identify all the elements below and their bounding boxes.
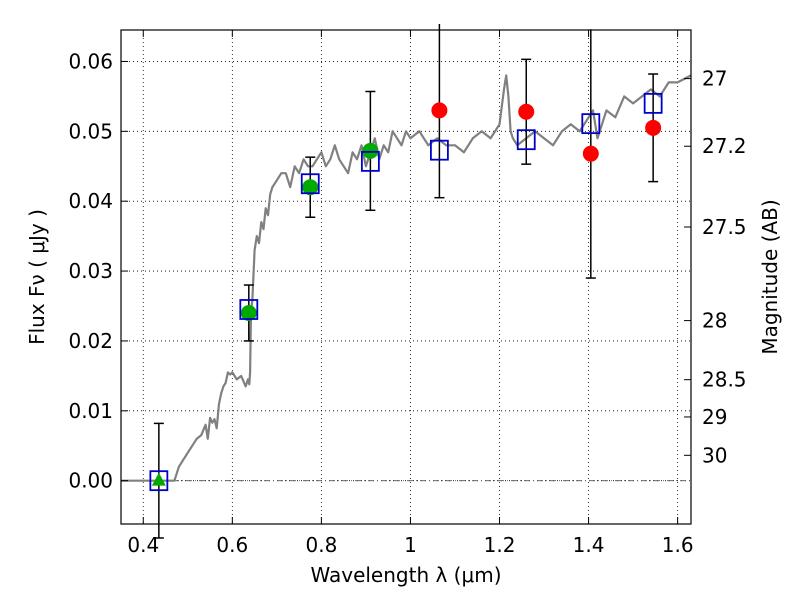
red-data-point: [518, 103, 535, 120]
data-markers: [149, 92, 663, 492]
model-square: [239, 299, 259, 320]
y-tick-label: 0.00: [68, 469, 113, 493]
y2-axis-title: Magnitude (AB): [758, 199, 782, 354]
y2-tick-label: 28: [702, 309, 727, 333]
x-tick-label: 0.6: [216, 533, 248, 557]
x-tick-label: 1.4: [573, 533, 605, 557]
y2-tick-label: 28.5: [702, 368, 747, 392]
y2-tick-label: 27.5: [702, 215, 747, 239]
y-tick-label: 0.03: [68, 259, 113, 283]
y2-tick-label: 27: [702, 67, 727, 91]
error-bars: [153, 24, 659, 539]
y-axis-title: Flux Fν ( μJy ): [25, 209, 49, 345]
y-tick-label: 0.01: [68, 399, 113, 423]
y-tick-label: 0.02: [68, 329, 113, 353]
x-tick-label: 1.2: [484, 533, 516, 557]
model-square: [429, 139, 449, 161]
x-tick-label: 0.4: [127, 533, 159, 557]
y-tick-label: 0.06: [68, 49, 113, 73]
plot-frame: [120, 29, 692, 525]
y-tick-label: 0.04: [68, 189, 113, 213]
axis-ticks: 0.4 0.6 0.8 1 1.2 1.4 1.6 0.00 0.01 0.02 0.03 0.04 0…: [68, 30, 747, 557]
x-tick-label: 0.8: [305, 533, 337, 557]
y2-tick-label: 30: [702, 443, 727, 467]
red-data-point: [431, 102, 448, 119]
detection-point: [362, 142, 379, 159]
x-axis-title: Wavelength λ (μm): [310, 563, 501, 587]
model-square: [643, 92, 663, 114]
model-square: [360, 150, 380, 172]
y2-tick-label: 27.2: [702, 134, 747, 158]
x-tick-label: 1: [404, 533, 417, 557]
detection-point: [302, 179, 319, 196]
detection-triangle: [151, 472, 166, 486]
model-square: [300, 173, 320, 195]
red-data-point: [645, 119, 662, 136]
y-tick-label: 0.05: [68, 119, 113, 143]
x-tick-label: 1.6: [662, 533, 694, 557]
grid: [121, 30, 691, 524]
red-data-point: [582, 145, 599, 162]
template-sed-line: [121, 74, 691, 482]
model-square: [581, 113, 601, 135]
model-square: [149, 470, 169, 492]
y2-tick-label: 29: [702, 405, 727, 429]
model-square: [516, 129, 536, 151]
detection-point: [240, 304, 257, 321]
